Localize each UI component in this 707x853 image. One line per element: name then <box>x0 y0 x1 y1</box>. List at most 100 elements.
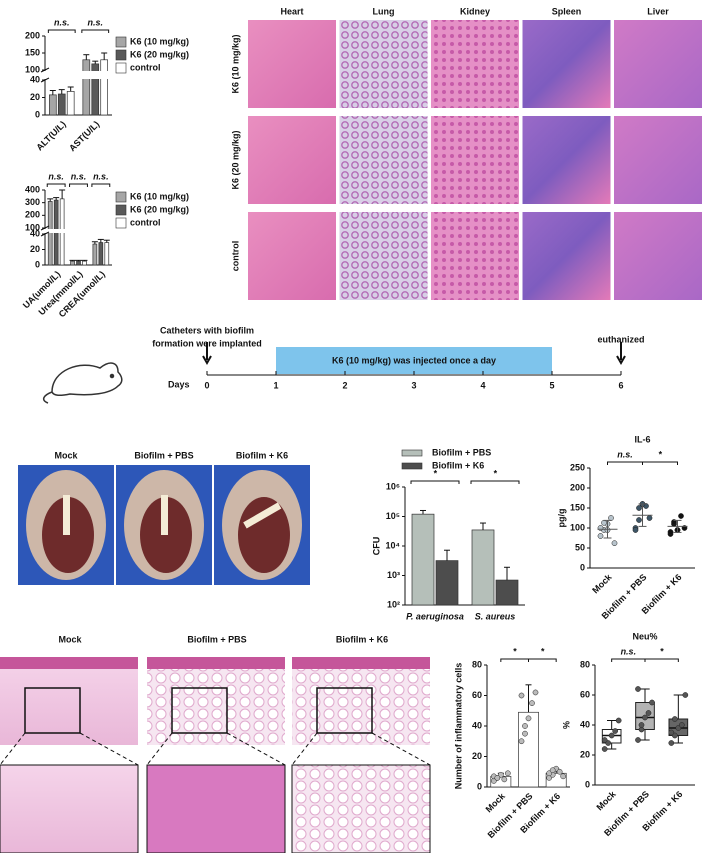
bar <box>82 260 87 266</box>
data-point <box>529 700 535 706</box>
significance-label: * <box>660 646 664 656</box>
bar <box>104 242 110 266</box>
y-tick-label: 80 <box>580 659 590 669</box>
data-point <box>601 737 608 743</box>
histology-image <box>431 116 519 204</box>
day-label: 0 <box>204 380 209 390</box>
legend-swatch <box>115 217 127 229</box>
data-point <box>668 729 675 736</box>
section-label: Mock <box>58 634 82 644</box>
photo-catheter <box>63 495 70 535</box>
significance-bracket <box>642 461 678 465</box>
column-header: Kidney <box>460 6 490 16</box>
histology-image <box>339 20 428 108</box>
bar <box>82 59 91 116</box>
data-point <box>615 717 622 724</box>
y-tick-label: 100 <box>25 64 40 74</box>
y-tick-label: 200 <box>25 210 40 220</box>
row-label: control <box>230 241 240 272</box>
histology-image <box>431 20 519 108</box>
chart-title: Neu% <box>632 631 657 641</box>
significance-bracket <box>47 29 76 33</box>
photo-catheter <box>243 502 282 529</box>
significance-bracket <box>607 461 643 465</box>
histology-image <box>614 20 702 108</box>
significance-bracket <box>46 183 66 187</box>
bar <box>66 91 75 116</box>
legend-label: control <box>130 62 161 72</box>
y-tick-label: 100 <box>570 522 585 532</box>
bar <box>47 201 53 266</box>
mouse-icon <box>42 362 123 404</box>
section-label: Biofilm + K6 <box>336 634 388 644</box>
significance-label: n.s. <box>621 646 637 656</box>
data-point <box>608 515 614 521</box>
section-dermis <box>0 657 138 669</box>
start-label: Catheters with biofilm <box>160 325 254 335</box>
data-point <box>532 689 539 696</box>
section-image <box>147 657 285 745</box>
x-tick-label: AST(U/L) <box>67 119 101 153</box>
y-axis-label: pg/g <box>556 509 566 528</box>
data-point <box>501 776 508 783</box>
x-tick-label: S. aureus <box>475 611 516 621</box>
data-point <box>601 746 608 752</box>
y-tick-label: 0 <box>35 109 40 119</box>
data-point <box>635 686 641 692</box>
chart-title: IL-6 <box>634 434 650 444</box>
legend-label: control <box>130 217 161 227</box>
bar <box>70 260 75 266</box>
significance-bracket <box>500 658 529 662</box>
section-zoom <box>146 764 286 853</box>
legend-swatch <box>115 191 127 203</box>
histology-image <box>339 212 428 300</box>
legend-label: K6 (20 mg/kg) <box>130 49 189 59</box>
legend-label: Biofilm + PBS <box>432 447 491 457</box>
break-mark <box>40 67 50 73</box>
x-tick-label: Mock <box>484 790 508 814</box>
legend-swatch <box>401 449 423 457</box>
y-tick-label: 0 <box>477 781 482 791</box>
legend-label: K6 (20 mg/kg) <box>130 204 189 214</box>
zoom-box <box>24 687 81 734</box>
significance-bracket <box>611 658 646 662</box>
section-dermis <box>292 657 430 669</box>
histology-image <box>522 20 611 108</box>
bar <box>57 93 66 116</box>
y-tick-label: 40 <box>580 719 590 729</box>
data-point <box>522 723 528 729</box>
legend-label: Biofilm + K6 <box>432 460 484 470</box>
histology-image <box>431 212 519 300</box>
photo-label: Biofilm + K6 <box>236 450 288 460</box>
bar <box>76 260 81 266</box>
significance-label: n.s. <box>54 17 70 27</box>
injection-period <box>276 347 552 374</box>
data-point <box>636 517 642 523</box>
legend-swatch <box>115 49 127 61</box>
data-point <box>632 527 639 533</box>
significance-label: * <box>658 449 662 459</box>
day-label: 3 <box>411 380 416 390</box>
y-tick-label: 10⁶ <box>386 481 400 491</box>
data-point <box>678 513 684 519</box>
data-point <box>646 515 653 521</box>
y-tick-label: 60 <box>472 690 482 700</box>
significance-label: * <box>541 646 545 656</box>
day-label: 2 <box>342 380 347 390</box>
histology-image <box>614 212 702 300</box>
y-tick-label: 0 <box>35 259 40 269</box>
day-label: 4 <box>480 380 485 390</box>
significance-bracket <box>644 658 679 662</box>
data-point <box>601 519 607 526</box>
histology-image <box>522 212 611 300</box>
zoom-box <box>171 687 228 734</box>
column-header: Heart <box>280 6 303 16</box>
data-point <box>549 767 556 774</box>
y-axis-label: % <box>561 721 571 729</box>
significance-bracket <box>81 29 110 33</box>
axis-break <box>41 71 114 79</box>
data-point <box>504 770 511 777</box>
column-header: Spleen <box>552 6 582 16</box>
data-point <box>518 692 525 699</box>
